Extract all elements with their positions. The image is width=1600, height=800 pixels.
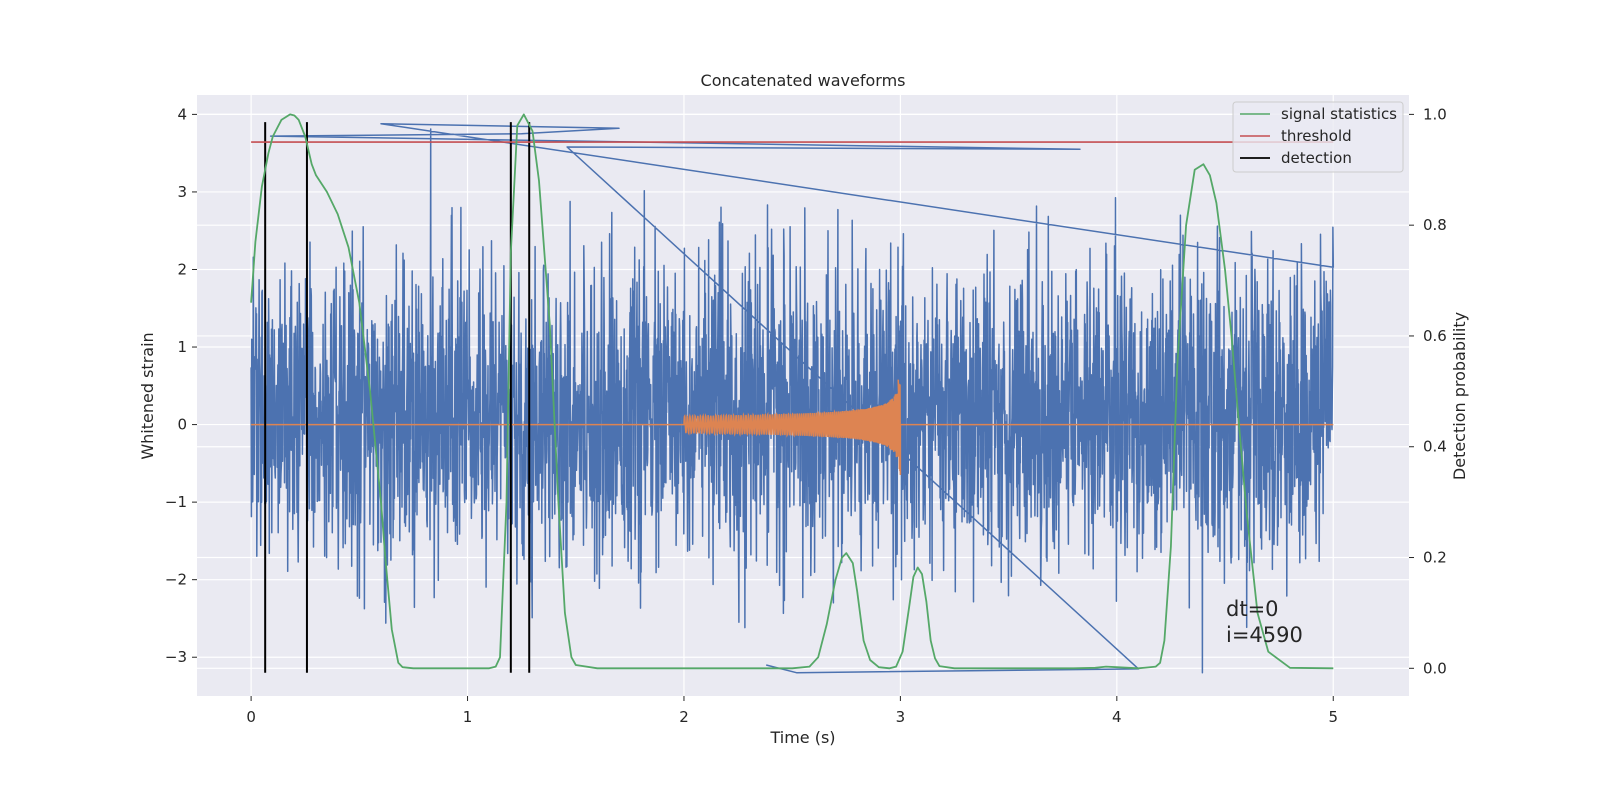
y2-tick-label-0: 0.0 [1423,659,1447,677]
injection-layer [251,379,1334,476]
legend-box [1232,101,1404,173]
y-tick-label-3: 0 [177,416,187,434]
legend-label-signal-statistics: signal statistics [1281,105,1397,123]
y-tick-label-6: 3 [177,183,187,201]
legend: signal statistics threshold detection [1232,101,1404,173]
y2-tick-label-3: 0.6 [1423,327,1447,345]
x-tick-label-3: 3 [896,708,906,726]
probability-layer [250,113,1334,670]
y-tick-label-2: −1 [165,493,187,511]
x-axis-label: Time (s) [769,728,835,747]
annotation-index: i=4590 [1226,623,1303,647]
annotation-dt: dt=0 [1226,597,1279,621]
y2-tick-label-1: 0.2 [1423,549,1447,567]
x-tick-label-5: 5 [1328,708,1338,726]
x-tick-label-4: 4 [1112,708,1122,726]
strain-series [250,122,1335,674]
signal-statistics-line [250,113,1334,670]
y-tick-label-5: 2 [177,260,187,278]
strain-layer [250,122,1335,674]
y2-tick-label-5: 1.0 [1423,105,1447,123]
y-axis-label: Whitened strain [138,332,157,459]
x-tick-label-1: 1 [463,708,473,726]
y-tick-label-0: −3 [165,648,187,666]
detection-layer [264,122,531,673]
x-tick-label-0: 0 [246,708,256,726]
y-tick-label-1: −2 [165,571,187,589]
ticks-layer: 0 1 2 3 4 5 −3 −2 −1 0 1 2 3 4 0.0 0.2 0.4 0.6 0.8 1.0 [165,105,1447,726]
y2-tick-label-2: 0.4 [1423,438,1447,456]
legend-label-detection: detection [1281,149,1352,167]
x-tick-label-2: 2 [679,708,689,726]
y-tick-label-4: 1 [177,338,187,356]
y2-axis-label: Detection probability [1450,312,1469,480]
y-tick-label-7: 4 [177,105,187,123]
y2-tick-label-4: 0.8 [1423,216,1447,234]
legend-label-threshold: threshold [1281,127,1352,145]
injection-series [251,379,1334,476]
chart-title: Concatenated waveforms [701,71,906,90]
